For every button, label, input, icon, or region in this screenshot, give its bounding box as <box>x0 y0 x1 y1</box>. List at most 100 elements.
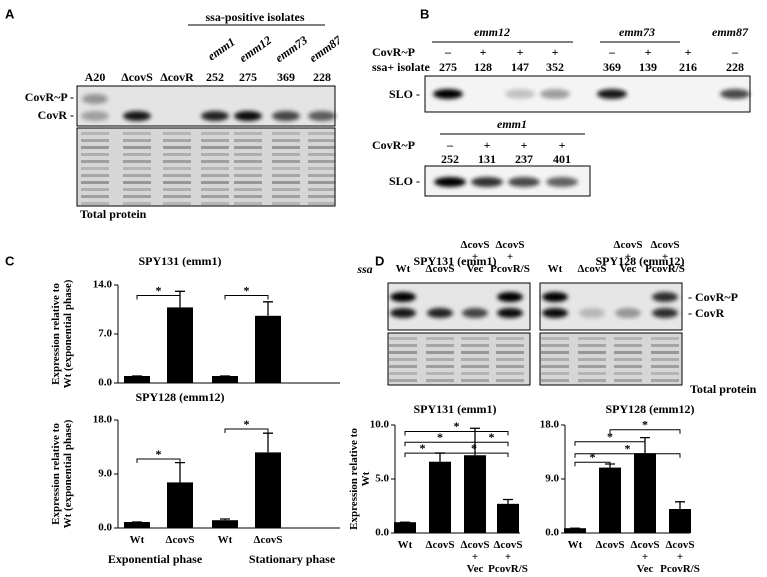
x-tick-label: Wt <box>397 539 413 551</box>
isolate: 252 <box>441 152 459 166</box>
protein-band <box>163 167 191 170</box>
x-tick-label: ΔcovS <box>165 534 195 546</box>
significance-star: * <box>244 417 250 431</box>
panel-label: A <box>5 6 15 21</box>
protein-band <box>461 372 489 375</box>
y-tick-label: 9.0 <box>545 473 559 485</box>
protein-band <box>389 337 417 340</box>
protein-band <box>578 337 606 340</box>
row-label: CovR~P <box>372 138 415 152</box>
y-tick-label: 5.0 <box>375 473 389 485</box>
covr-sign: – <box>731 45 739 59</box>
blot <box>76 127 336 207</box>
bar <box>669 509 691 533</box>
lane-label: A20 <box>85 70 106 84</box>
covr-sign: + <box>552 45 559 59</box>
x-tick-label: ΔcovS + Vec <box>460 539 490 575</box>
protein-band <box>81 188 109 191</box>
error-bar <box>175 461 185 483</box>
y-tick-label: 0.0 <box>375 527 389 539</box>
x-tick-label: Wt <box>217 534 233 546</box>
blot <box>76 85 336 127</box>
row-label: CovR~P <box>372 45 415 59</box>
protein-band <box>81 202 109 205</box>
protein-band <box>578 365 606 368</box>
blot-band <box>272 111 300 121</box>
isolate: 401 <box>553 152 571 166</box>
protein-band <box>123 167 151 170</box>
protein-band <box>272 160 300 163</box>
protein-band <box>496 344 524 347</box>
covr-sign: + <box>559 138 566 152</box>
blot-band <box>597 89 627 99</box>
significance-star: * <box>244 283 250 297</box>
protein-band <box>123 139 151 142</box>
chart-title: SPY131 (emm1) <box>139 254 222 268</box>
protein-band <box>426 337 454 340</box>
x-tick-label: ΔcovS + PcovR/S <box>660 539 700 575</box>
protein-band <box>163 132 191 135</box>
blot <box>539 282 683 331</box>
protein-band <box>308 153 336 156</box>
bar <box>497 503 519 533</box>
protein-band <box>541 372 569 375</box>
lane-label: Wt <box>395 263 411 275</box>
bar <box>564 528 586 533</box>
error-bar <box>220 518 230 521</box>
protein-band <box>651 344 679 347</box>
significance-star: * <box>156 447 162 461</box>
protein-band <box>163 174 191 177</box>
error-bar <box>675 501 685 509</box>
protein-band <box>234 174 262 177</box>
protein-band <box>81 160 109 163</box>
x-tick-label: ΔcovS + PcovR/S <box>488 539 528 575</box>
emm-label: emm12 <box>237 33 275 65</box>
protein-band <box>614 351 642 354</box>
blot-band <box>82 94 108 104</box>
protein-band <box>123 202 151 205</box>
protein-band <box>272 188 300 191</box>
protein-band <box>426 344 454 347</box>
protein-band <box>234 153 262 156</box>
significance-star: * <box>437 430 443 444</box>
protein-band <box>234 146 262 149</box>
blot-band <box>497 308 523 318</box>
protein-band <box>81 195 109 198</box>
protein-band <box>81 146 109 149</box>
protein-band <box>81 132 109 135</box>
x-tick-label: ΔcovS <box>253 534 283 546</box>
isolate: 147 <box>511 60 529 74</box>
significance-star: * <box>642 418 648 432</box>
protein-band <box>308 181 336 184</box>
blot-band <box>540 89 570 99</box>
lane-label: Wt <box>547 263 563 275</box>
emm-label: emm1 <box>205 35 238 64</box>
isolate: 139 <box>639 60 657 74</box>
protein-band <box>389 379 417 382</box>
protein-band <box>426 372 454 375</box>
bar <box>124 376 150 383</box>
lane-label: ΔcovS <box>121 70 153 84</box>
protein-band <box>272 167 300 170</box>
blot-label: SLO - <box>389 87 420 101</box>
protein-band <box>272 202 300 205</box>
protein-band <box>614 379 642 382</box>
chart-title: SPY128 (emm12) <box>606 402 695 416</box>
significance-bracket <box>404 430 509 436</box>
y-axis-title: Expression relative to Wt (exponential p… <box>50 419 74 529</box>
blot-band <box>542 292 568 302</box>
protein-band <box>614 344 642 347</box>
isolate: 352 <box>546 60 564 74</box>
band-label: CovR - <box>38 108 74 122</box>
protein-band <box>651 358 679 361</box>
protein-band <box>272 146 300 149</box>
protein-band <box>123 174 151 177</box>
blot-band <box>201 111 229 121</box>
protein-band <box>308 195 336 198</box>
protein-band <box>123 132 151 135</box>
covr-sign: + <box>517 45 524 59</box>
group-label: Exponential phase <box>108 552 203 566</box>
protein-band <box>651 337 679 340</box>
protein-band <box>578 358 606 361</box>
